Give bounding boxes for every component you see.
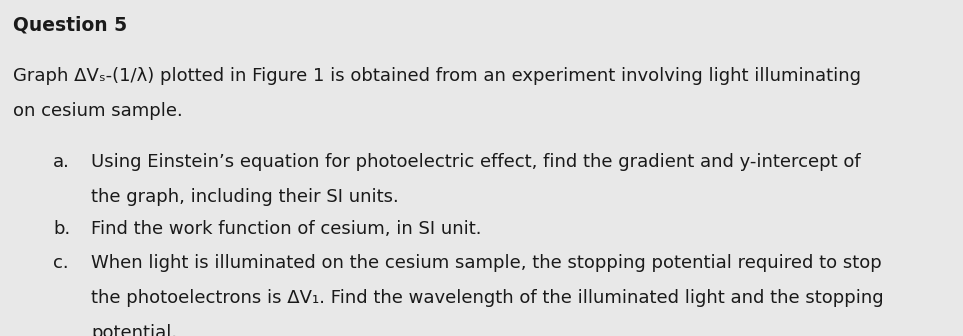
Text: Find the work function of cesium, in SI unit.: Find the work function of cesium, in SI …	[91, 220, 482, 238]
Text: the graph, including their SI units.: the graph, including their SI units.	[91, 188, 400, 206]
Text: potential.: potential.	[91, 324, 177, 336]
Text: a.: a.	[53, 153, 70, 171]
Text: Question 5: Question 5	[13, 15, 127, 34]
Text: on cesium sample.: on cesium sample.	[13, 102, 182, 121]
Text: When light is illuminated on the cesium sample, the stopping potential required : When light is illuminated on the cesium …	[91, 254, 882, 272]
Text: b.: b.	[53, 220, 70, 238]
Text: Using Einstein’s equation for photoelectric effect, find the gradient and y-inte: Using Einstein’s equation for photoelect…	[91, 153, 861, 171]
Text: c.: c.	[53, 254, 68, 272]
Text: Graph ΔVₛ-(1/λ) plotted in Figure 1 is obtained from an experiment involving lig: Graph ΔVₛ-(1/λ) plotted in Figure 1 is o…	[13, 67, 861, 85]
Text: the photoelectrons is ΔV₁. Find the wavelength of the illuminated light and the : the photoelectrons is ΔV₁. Find the wave…	[91, 289, 884, 307]
